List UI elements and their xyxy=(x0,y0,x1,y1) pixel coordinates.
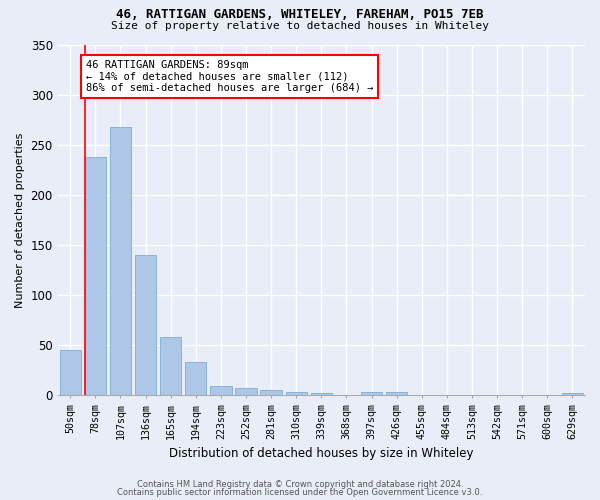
X-axis label: Distribution of detached houses by size in Whiteley: Distribution of detached houses by size … xyxy=(169,447,473,460)
Bar xyxy=(185,362,206,395)
Text: 46 RATTIGAN GARDENS: 89sqm
← 14% of detached houses are smaller (112)
86% of sem: 46 RATTIGAN GARDENS: 89sqm ← 14% of deta… xyxy=(86,60,373,93)
Bar xyxy=(562,393,583,395)
Bar xyxy=(210,386,232,395)
Y-axis label: Number of detached properties: Number of detached properties xyxy=(15,132,25,308)
Text: Contains HM Land Registry data © Crown copyright and database right 2024.: Contains HM Land Registry data © Crown c… xyxy=(137,480,463,489)
Text: Contains public sector information licensed under the Open Government Licence v3: Contains public sector information licen… xyxy=(118,488,482,497)
Bar xyxy=(110,127,131,395)
Bar xyxy=(160,337,181,395)
Text: 46, RATTIGAN GARDENS, WHITELEY, FAREHAM, PO15 7EB: 46, RATTIGAN GARDENS, WHITELEY, FAREHAM,… xyxy=(116,8,484,20)
Bar xyxy=(85,157,106,395)
Bar xyxy=(135,255,156,395)
Text: Size of property relative to detached houses in Whiteley: Size of property relative to detached ho… xyxy=(111,21,489,31)
Bar xyxy=(260,390,282,395)
Bar xyxy=(59,350,81,395)
Bar xyxy=(235,388,257,395)
Bar xyxy=(311,393,332,395)
Bar xyxy=(386,392,407,395)
Bar xyxy=(361,392,382,395)
Bar xyxy=(286,392,307,395)
